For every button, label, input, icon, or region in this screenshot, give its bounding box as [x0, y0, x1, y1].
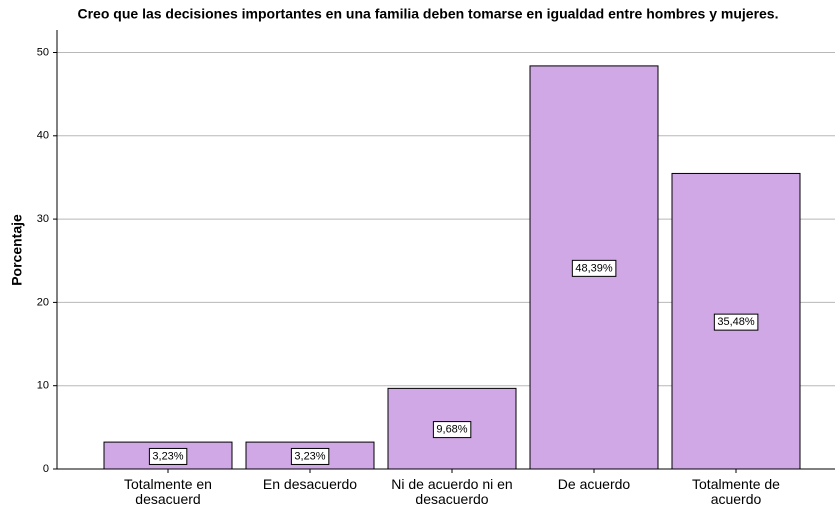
- data-label-box: [713, 313, 759, 331]
- y-tick-label: 30: [37, 213, 49, 225]
- x-tick-label: En desacuerdo: [262, 476, 358, 492]
- y-tick-label: 40: [37, 130, 49, 142]
- data-label: 9,68%: [436, 424, 467, 436]
- data-label-box: [148, 447, 188, 465]
- y-tick-label: 50: [37, 46, 49, 58]
- data-label: 3,23%: [152, 450, 183, 462]
- y-tick-label: 20: [37, 296, 49, 308]
- x-tick-label: De acuerdo: [557, 476, 631, 492]
- chart-title: Creo que las decisiones importantes en u…: [78, 6, 779, 22]
- y-tick-label: 0: [43, 463, 49, 475]
- y-axis-label: Porcentaje: [9, 214, 25, 286]
- data-label-box: [571, 259, 617, 277]
- data-label: 48,39%: [575, 262, 613, 274]
- data-label: 3,23%: [294, 450, 325, 462]
- x-tick-label: Totalmente de acuerdo: [692, 476, 780, 507]
- y-tick-label: 10: [37, 380, 49, 392]
- data-label-box: [290, 447, 330, 465]
- data-label-box: [432, 421, 472, 439]
- x-tick-label: Ni de acuerdo ni en desacuerdo: [391, 476, 513, 507]
- data-label: 35,48%: [717, 316, 755, 328]
- x-tick-label: Totalmente en desacuerd: [124, 476, 212, 507]
